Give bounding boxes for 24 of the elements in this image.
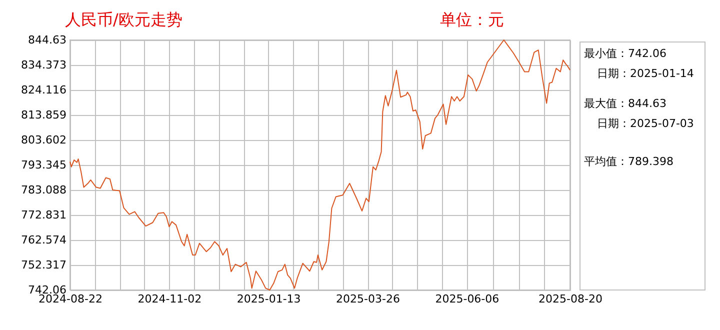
x-tick-label: 2025-03-26 [336,292,400,306]
x-tick-label: 2024-08-22 [38,292,102,306]
y-tick-label: 752.317 [21,258,66,272]
y-tick-label: 783.088 [21,184,66,196]
x-tick-label: 2025-01-13 [236,292,301,306]
text: 最小值：742.06 [584,47,666,60]
y-tick-label: 813.859 [21,108,66,122]
x-tick-label: 2024-11-02 [138,292,202,306]
y-tick-label: 762.574 [21,234,66,246]
text: 单位：元 [440,10,504,29]
y-tick-label: 772.831 [21,208,66,222]
y-tick-label: 803.602 [21,134,66,146]
text: 日期：2025-01-14 [597,67,694,80]
x-tick-label: 2025-08-20 [538,292,602,306]
y-tick-label: 793.345 [21,158,66,172]
chart-title: 人民币/欧元走势 [65,10,182,29]
line-series [70,40,570,290]
text: 最大值：844.63 [584,97,666,110]
x-tick-label: 2025-06-06 [435,292,500,306]
y-tick-label: 844.63 [28,34,66,46]
text: 平均值：789.398 [584,155,674,168]
y-tick-label: 824.116 [21,84,66,96]
text: 日期：2025-07-03 [597,117,694,130]
y-tick-label: 834.373 [21,58,66,72]
